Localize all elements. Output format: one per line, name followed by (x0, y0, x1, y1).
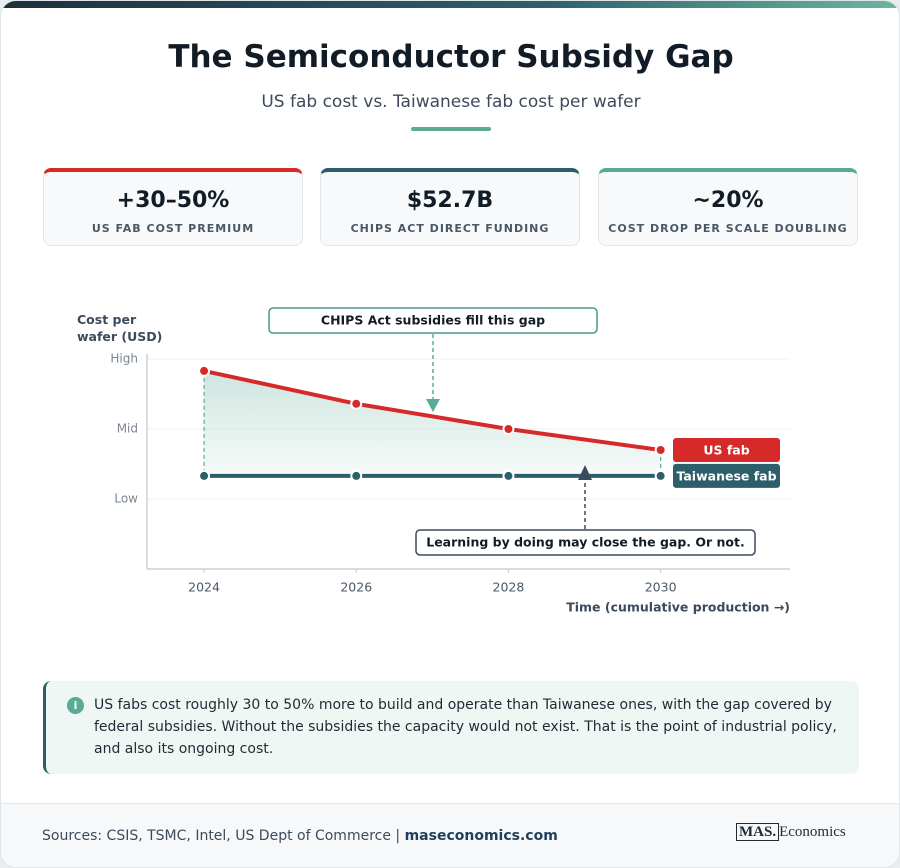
annotation: CHIPS Act subsidies fill this gap (321, 313, 545, 328)
top-bar (1, 1, 899, 8)
title: The Semiconductor Subsidy Gap (168, 39, 734, 75)
series-badge (673, 438, 780, 462)
point (198, 364, 211, 377)
logo-text: Economics (779, 824, 846, 840)
logo: MAS. Economics (736, 823, 846, 841)
arrow-head (426, 399, 440, 412)
series-badge (673, 463, 780, 488)
annotation-box (268, 307, 598, 334)
footer: Sources: CSIS, TSMC, Intel, US Dept of C… (1, 803, 899, 867)
x-tick-label: 2026 (340, 580, 372, 595)
logo-mark: MAS. (736, 823, 780, 841)
stat-label: COST DROP PER SCALE DOUBLING (608, 222, 848, 235)
x-tick-label: 2030 (645, 580, 677, 595)
sources-text: Sources: CSIS, TSMC, Intel, US Dept of C… (42, 828, 401, 844)
note: i US fabs cost roughly 30 to 50% more to … (43, 681, 859, 774)
point (502, 469, 515, 482)
point (350, 397, 363, 410)
stat-value: +30–50% (116, 188, 230, 213)
x-tick-label: 2024 (188, 580, 220, 595)
annotation-box (415, 529, 756, 556)
y-tick-label: Low (114, 492, 138, 506)
legend-label: US fab (703, 443, 749, 458)
point (654, 469, 667, 482)
legend-label: Taiwanese fab (676, 468, 776, 483)
stat-card: ~20% COST DROP PER SCALE DOUBLING (598, 168, 858, 246)
point (198, 469, 211, 482)
x-tick-label: 2028 (493, 580, 525, 595)
y-tick-label: Mid (117, 422, 138, 436)
stat-label: US FAB COST PREMIUM (91, 222, 255, 235)
y-axis-label: Cost per wafer (USD) (77, 312, 163, 344)
note-text: US fabs cost roughly 30 to 50% more to b… (94, 697, 837, 757)
info-icon: i (67, 697, 84, 714)
x-axis-label: Time (cumulative production →) (566, 600, 790, 615)
stat-value: ~20% (692, 188, 764, 213)
arrow-head (578, 465, 592, 480)
point (654, 444, 667, 456)
chart: Low Mid High 2024 2026 2028 2030 Time (cumulati… (110, 307, 790, 615)
stat-card: $52.7B CHIPS ACT DIRECT FUNDING (320, 168, 580, 246)
y-tick-label: High (110, 352, 138, 366)
annotation: Learning by doing may close the gap. Or … (426, 535, 745, 550)
stat-value: $52.7B (406, 188, 494, 213)
subtitle: US fab cost vs. Taiwanese fab cost per w… (261, 92, 641, 112)
point (350, 469, 363, 482)
series-line (203, 368, 661, 452)
stat-card: +30–50% US FAB COST PREMIUM (43, 168, 303, 246)
sources: Sources: CSIS, TSMC, Intel, US Dept of C… (42, 828, 558, 844)
title-underline (411, 127, 491, 131)
stat-label: CHIPS ACT DIRECT FUNDING (350, 222, 550, 235)
point (502, 423, 515, 435)
site-link[interactable]: maseconomics.com (404, 828, 558, 844)
